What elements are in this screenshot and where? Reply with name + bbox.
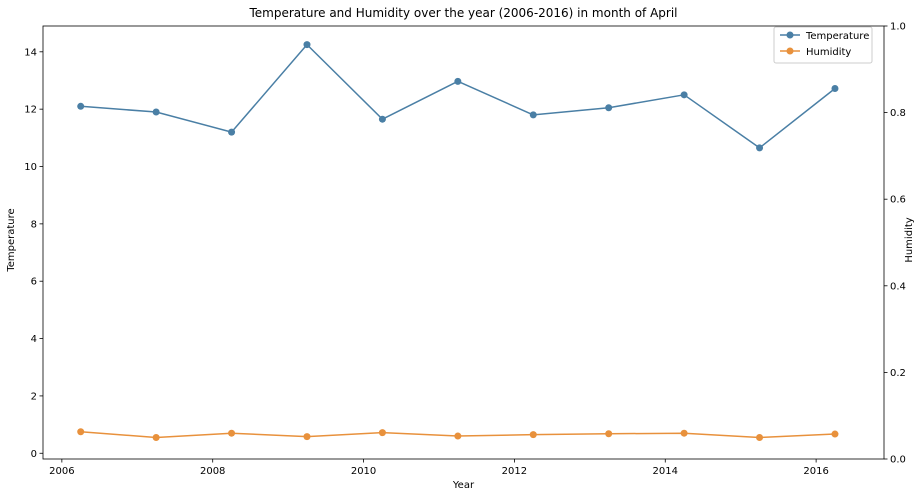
left-tick-label: 12 [24,105,37,116]
left-tick-label: 0 [31,449,37,460]
left-tick-label: 6 [31,277,37,288]
data-point-temperature [77,102,85,110]
right-tick-label: 0.2 [890,368,906,379]
data-point-humidity [831,430,839,438]
legend: Temperature Humidity [773,26,873,64]
data-point-humidity [378,429,386,437]
left-axis-title: Temperature [6,208,17,272]
left-tick-label: 2 [31,391,37,402]
data-point-temperature [454,77,462,85]
right-tick-label: 0.0 [890,455,906,466]
plot-frame [42,25,885,460]
right-axis-ticks: 0.0 0.2 0.4 0.6 0.8 1.0 [884,22,906,466]
x-axis-title: Year [452,480,475,491]
data-point-temperature [378,115,386,123]
data-point-humidity [454,432,462,440]
right-tick-label: 0.4 [890,281,906,292]
right-axis-title: Humidity [904,217,915,262]
data-point-humidity [529,431,537,439]
left-tick-label: 10 [24,162,37,173]
x-tick-label: 2016 [803,466,828,477]
legend-frame [773,26,873,64]
data-point-temperature [303,41,311,49]
data-point-humidity [228,429,236,437]
data-point-temperature [831,85,839,93]
data-point-humidity [605,430,613,438]
left-tick-label: 14 [24,47,37,58]
series-layer [77,41,839,441]
plot-area [42,25,885,460]
x-tick-label: 2010 [351,466,376,477]
series-line-temperature [80,43,836,149]
data-point-temperature [152,108,160,116]
left-axis-ticks: 0 2 4 6 8 10 12 14 [24,47,43,460]
x-tick-label: 2014 [653,466,678,477]
right-tick-label: 0.6 [890,195,906,206]
data-point-humidity [680,429,688,437]
data-point-humidity [303,433,311,441]
x-tick-label: 2012 [502,466,527,477]
x-axis-ticks: 2006 2008 2010 2012 2014 2016 [49,459,829,477]
legend-label-humidity: Humidity [806,47,851,58]
data-point-humidity [77,428,85,436]
legend-marker-humidity [786,47,794,55]
x-tick-label: 2008 [200,466,225,477]
data-point-temperature [605,104,613,112]
data-point-temperature [756,144,764,152]
data-point-humidity [152,433,160,441]
x-tick-label: 2006 [49,466,74,477]
legend-marker-temperature [786,31,794,39]
right-tick-label: 0.8 [890,108,906,119]
left-tick-label: 8 [31,219,37,230]
data-point-temperature [228,128,236,136]
left-tick-label: 4 [31,334,37,345]
legend-label-temperature: Temperature [805,31,869,42]
data-point-temperature [680,91,688,99]
chart-title: Temperature and Humidity over the year (… [248,6,677,20]
data-point-temperature [529,111,537,119]
data-point-humidity [756,433,764,441]
right-tick-label: 1.0 [890,22,906,33]
